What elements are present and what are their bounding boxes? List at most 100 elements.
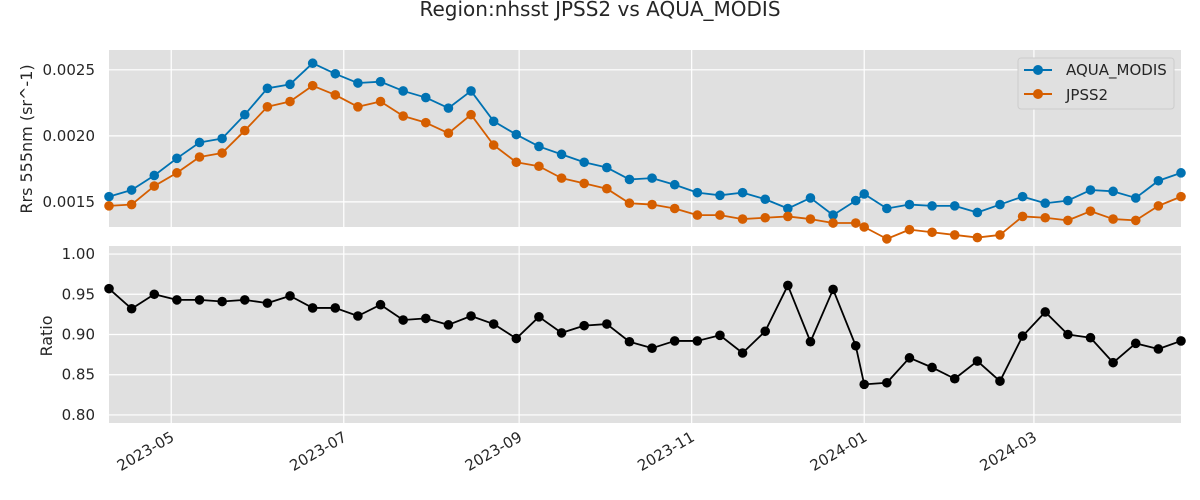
panel-top-y-ticks: 0.0015 0.0020 0.0025: [43, 61, 96, 211]
data-point: [149, 181, 160, 191]
data-point: [1085, 185, 1096, 195]
data-point: [149, 289, 160, 300]
data-point: [420, 117, 431, 128]
data-point: [579, 157, 589, 168]
data-point: [805, 214, 816, 224]
data-point: [715, 210, 725, 220]
data-point: [850, 218, 861, 228]
panel-bottom: 0.80 0.85 0.90 0.95 1.00 Ratio: [37, 245, 1186, 424]
data-point: [859, 222, 870, 232]
chart-title: Region:nhsst JPSS2 vs AQUA_MODIS: [419, 0, 780, 21]
data-point: [556, 328, 567, 338]
data-point: [126, 185, 137, 195]
data-point: [850, 195, 861, 206]
data-point: [760, 326, 771, 337]
data-point: [194, 137, 205, 148]
data-point: [398, 86, 408, 96]
data-point: [1176, 191, 1186, 202]
panel-bottom-ylabel: Ratio: [37, 315, 56, 356]
x-tick-label: 2023-11: [634, 428, 697, 475]
data-point: [239, 125, 250, 136]
data-point: [715, 190, 725, 201]
data-point: [1153, 344, 1164, 354]
data-point: [420, 313, 431, 324]
data-point: [534, 161, 544, 172]
data-point: [624, 174, 635, 185]
panel-bottom-grid: [109, 246, 1181, 423]
data-point: [647, 199, 657, 210]
data-point: [1130, 215, 1141, 226]
data-point: [443, 320, 454, 330]
data-point: [420, 92, 431, 103]
data-point: [828, 210, 838, 220]
y-tick-label: 0.90: [62, 326, 95, 344]
panel-top-series: [104, 58, 1186, 244]
data-point: [330, 90, 341, 100]
legend: AQUA_MODIS JPSS2: [1017, 57, 1175, 110]
data-point: [972, 356, 983, 366]
data-point: [1108, 357, 1118, 368]
data-point: [443, 103, 454, 113]
x-tick-label: 2023-09: [462, 428, 525, 475]
data-point: [760, 194, 771, 205]
y-tick-label: 0.80: [62, 406, 95, 424]
data-point: [262, 101, 273, 112]
data-point: [217, 133, 227, 144]
data-point: [1108, 214, 1118, 224]
data-point: [783, 203, 793, 214]
data-point: [624, 198, 635, 209]
data-point: [602, 162, 612, 173]
data-point: [172, 295, 182, 305]
y-tick-label: 0.95: [62, 285, 95, 303]
data-point: [466, 311, 476, 321]
data-point: [511, 129, 522, 140]
data-point: [194, 152, 205, 162]
data-point: [353, 78, 363, 88]
data-point: [1153, 201, 1164, 211]
data-point: [1040, 307, 1051, 317]
data-point: [398, 111, 408, 121]
data-point: [904, 199, 915, 210]
data-point: [217, 296, 227, 307]
data-point: [353, 311, 363, 321]
data-point: [149, 170, 160, 181]
data-point: [737, 187, 748, 198]
data-point: [194, 295, 205, 305]
data-point: [1040, 212, 1051, 223]
data-point: [882, 377, 892, 388]
legend-label-jpss2: JPSS2: [1065, 86, 1108, 104]
data-point: [995, 199, 1005, 210]
data-point: [556, 173, 567, 183]
data-point: [602, 183, 612, 194]
data-point: [126, 199, 137, 210]
data-point: [307, 80, 318, 91]
data-point: [488, 140, 499, 150]
data-point: [1063, 329, 1073, 340]
data-point: [1176, 168, 1186, 178]
x-tick-label: 2024-03: [977, 428, 1040, 475]
data-point: [669, 203, 680, 214]
data-point: [1085, 206, 1096, 216]
data-point: [126, 303, 137, 314]
data-point: [1153, 175, 1164, 186]
data-point: [375, 96, 386, 107]
data-point: [1017, 211, 1028, 222]
data-point: [669, 179, 680, 190]
data-point: [488, 116, 499, 127]
data-point: [262, 83, 273, 94]
data-point: [398, 315, 408, 325]
y-tick-label: 0.0020: [43, 127, 96, 145]
data-point: [1063, 215, 1073, 226]
data-point: [239, 295, 250, 305]
data-point: [647, 173, 657, 183]
legend-label-aqua-modis: AQUA_MODIS: [1066, 61, 1167, 80]
panel-top-background: [109, 50, 1181, 227]
data-point: [466, 86, 476, 96]
data-point: [904, 224, 915, 235]
data-point: [534, 141, 544, 152]
data-point: [715, 330, 725, 341]
data-point: [972, 232, 983, 243]
data-point: [1063, 195, 1073, 206]
data-point: [375, 76, 386, 87]
